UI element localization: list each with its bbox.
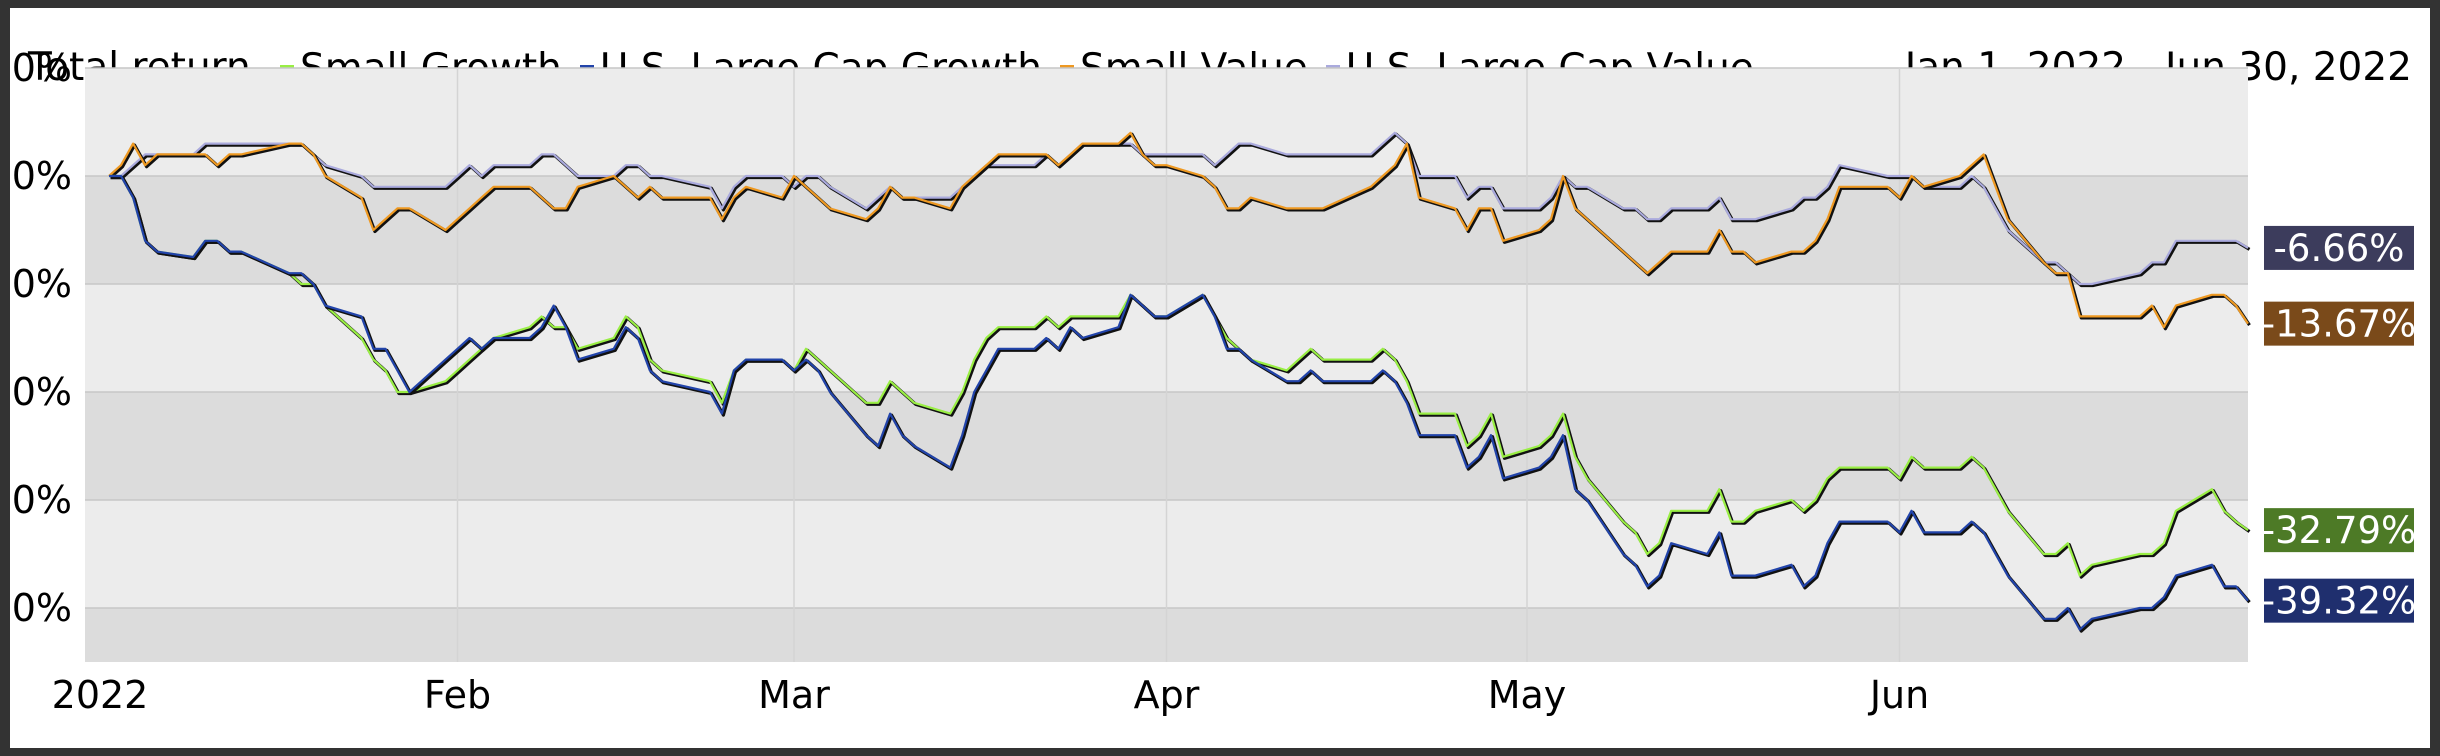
x-tick-label: Jun: [1868, 673, 1929, 717]
end-label-text: -6.66%: [2274, 227, 2405, 270]
end-label-box: [2264, 578, 2414, 623]
end-label-text: -39.32%: [2262, 580, 2416, 623]
series-line-shadow: [110, 132, 2251, 288]
series-line: [108, 131, 2249, 329]
y-tick-label: -10%: [10, 262, 72, 306]
chart-frame: Total return Small GrowthU.S. Large Cap …: [10, 8, 2430, 748]
y-tick-label: 10%: [10, 46, 72, 90]
end-label: -13.67%: [2262, 301, 2416, 346]
y-tick-label: 0%: [12, 154, 72, 198]
line-chart: 10% 0% -10% -20% -30% -40% 2022 Feb Mar Apr May Jun…: [10, 46, 2416, 717]
series-small-value: [108, 131, 2251, 331]
x-tick-label: 2022: [52, 673, 149, 717]
end-label-box: [2264, 508, 2414, 553]
end-label-box: [2264, 301, 2414, 346]
y-tick-label: -20%: [10, 370, 72, 414]
y-tick-label: -30%: [10, 478, 72, 522]
end-label: -6.66%: [2264, 225, 2414, 270]
x-tick-label: May: [1488, 673, 1567, 717]
end-label: -39.32%: [2262, 578, 2416, 623]
series-line: [109, 131, 2249, 286]
end-label-text: -13.67%: [2262, 303, 2416, 346]
y-tick-label: -40%: [10, 586, 72, 630]
x-tick-label: Apr: [1134, 673, 1200, 717]
series-u-s-large-cap-growth: [109, 174, 2251, 633]
end-label-box: [2264, 225, 2414, 270]
end-label-text: -32.79%: [2262, 509, 2416, 552]
x-tick-label: Feb: [424, 673, 491, 717]
end-label: -32.79%: [2262, 508, 2416, 552]
series-u-s-large-cap-value: [109, 131, 2251, 288]
series-line: [109, 174, 2249, 631]
x-tick-label: Mar: [758, 673, 830, 717]
